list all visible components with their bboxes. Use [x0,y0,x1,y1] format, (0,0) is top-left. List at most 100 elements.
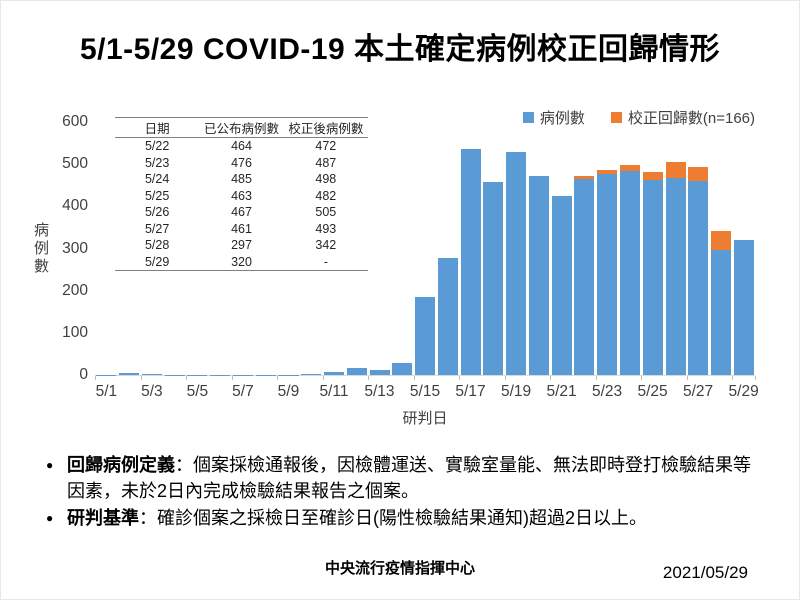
y-tick-label: 0 [79,366,88,383]
table-header-cell: 日期 [115,117,200,138]
x-axis-tick [732,376,734,380]
x-axis-title: 研判日 [402,410,448,427]
x-axis-tick [231,376,233,380]
blue-square-icon [522,112,534,123]
footer-org: 中央流行疫情指揮中心 [324,560,475,577]
table-header-row: 日期 已公布病例數 校正後病例數 [115,117,368,138]
table-cell: 5/27 [144,221,170,236]
y-tick-label: 400 [62,197,88,215]
bar-segment-cases [141,373,162,375]
table-cell: 505 [315,205,337,220]
note-text: 研判基準：確診個案之採檢日至確診日(陽性檢驗結果通知)超過2日以上。 [67,505,762,531]
note-body: ：個案採檢通報後，因檢體運送、實驗室量能、無法即時登打檢驗結果等因素，未於2日內… [67,455,751,501]
table-header-cell: 校正後病例數 [283,117,368,138]
note-label: 回歸病例定義 [67,455,175,475]
bar-group-5-28 [710,122,733,375]
x-axis-tick [459,376,461,380]
bar-segment-cases [711,249,732,375]
bar-segment-cases [437,257,458,375]
bullet-icon: ● [46,511,54,525]
bar-group-5-8 [254,122,277,375]
bar-group-5-13 [368,122,391,375]
legend-item-correction: 校正回歸數(n=166) [610,107,755,128]
table-cell: 320 [199,253,284,271]
bar-segment-correction [665,162,686,179]
table-cell: 342 [315,238,337,253]
table-row: 5/24 485 498 [115,171,368,188]
note-item-definition: ● 回歸病例定義：個案採檢通報後，因檢體運送、實驗室量能、無法即時登打檢驗結果等… [46,452,762,504]
table-cell: 464 [231,139,252,154]
table-row: 5/27 461 493 [115,221,368,238]
bar-group-5-5 [186,122,209,375]
y-tick-label: 600 [62,113,88,130]
bar-group-5-12 [345,122,368,375]
bar-segment-cases [415,297,436,375]
note-body: ：確診個案之採檢日至確診日(陽性檢驗結果通知)超過2日以上。 [139,508,647,528]
table-cell: 5/28 [144,238,170,253]
x-axis-tick [550,376,552,380]
plot-area [95,122,755,376]
table-row: 5/26 467 505 [115,204,368,221]
orange-square-icon [610,112,622,123]
x-axis-tick [322,376,324,380]
bar-group-5-3 [141,122,164,375]
bar-group-5-15 [414,122,437,375]
bar-segment-cases [369,369,390,375]
x-axis-tick [595,376,597,380]
bar-segment-cases [528,176,549,375]
x-tick-label: 5/21 [546,383,577,400]
x-tick-label: 5/9 [277,383,300,400]
x-axis-tick [686,376,688,380]
table-cell: 498 [315,172,337,187]
table-cell: 467 [231,205,252,220]
bar-group-5-11 [323,122,346,375]
y-tick-label: 500 [62,155,88,173]
x-tick-label: 5/15 [409,383,441,400]
x-tick-label: 5/13 [364,383,395,400]
bar-segment-correction [711,230,732,250]
bar-group-5-17 [459,122,482,375]
x-axis-tick [368,376,370,380]
table-cell: 487 [315,155,337,170]
table-cell: 5/25 [144,188,170,203]
inset-table: 日期 已公布病例數 校正後病例數 5/22 464 472 5/23 476 487 5/24 4… [115,117,368,271]
bar-group-5-7 [232,122,255,375]
table-cell: 472 [315,139,337,154]
table-row: 5/22 464 472 [115,138,368,155]
bar-segment-correction [619,165,640,171]
bar-group-5-9 [277,122,300,375]
table-cell: 5/26 [144,205,170,220]
x-tick-label: 5/11 [319,383,349,400]
bar-segment-cases [733,240,754,375]
bar-group-5-16 [436,122,459,375]
bar-group-5-19 [505,122,528,375]
notes: ● 回歸病例定義：個案採檢通報後，因檢體運送、實驗室量能、無法即時登打檢驗結果等… [46,452,762,532]
x-axis-tick [504,376,506,380]
bar-group-5-20 [528,122,551,375]
bullet-icon: ● [46,458,54,472]
bar-segment-cases [392,362,413,375]
x-axis-tick [95,376,96,380]
x-tick-label: 5/27 [683,383,714,400]
bar-segment-correction [597,169,618,175]
footer-date: 2021/05/29 [662,563,748,582]
bar-segment-cases [642,179,663,375]
table-cell: 476 [231,155,252,170]
x-axis-tick [277,376,279,380]
x-axis-tick [413,376,415,380]
bar-segment-correction [688,167,709,181]
note-text: 回歸病例定義：個案採檢通報後，因檢體運送、實驗室量能、無法即時登打檢驗結果等因素… [67,452,762,504]
table-cell: 485 [231,172,252,187]
table-cell: 5/29 [115,253,200,271]
table-cell: - [283,253,368,271]
legend-label-correction: 校正回歸數(n=166) [627,110,755,127]
x-tick-label: 5/3 [141,383,163,400]
table-row: 5/25 463 482 [115,188,368,205]
bar-segment-cases [460,149,481,375]
y-tick-label: 200 [62,281,88,299]
table-cell: 5/22 [144,139,170,154]
chart-legend: 病例數 校正回歸數(n=166) [400,107,755,128]
bar-group-5-23 [596,122,619,375]
table-cell: 297 [231,238,252,253]
bar-segment-cases [619,170,640,375]
